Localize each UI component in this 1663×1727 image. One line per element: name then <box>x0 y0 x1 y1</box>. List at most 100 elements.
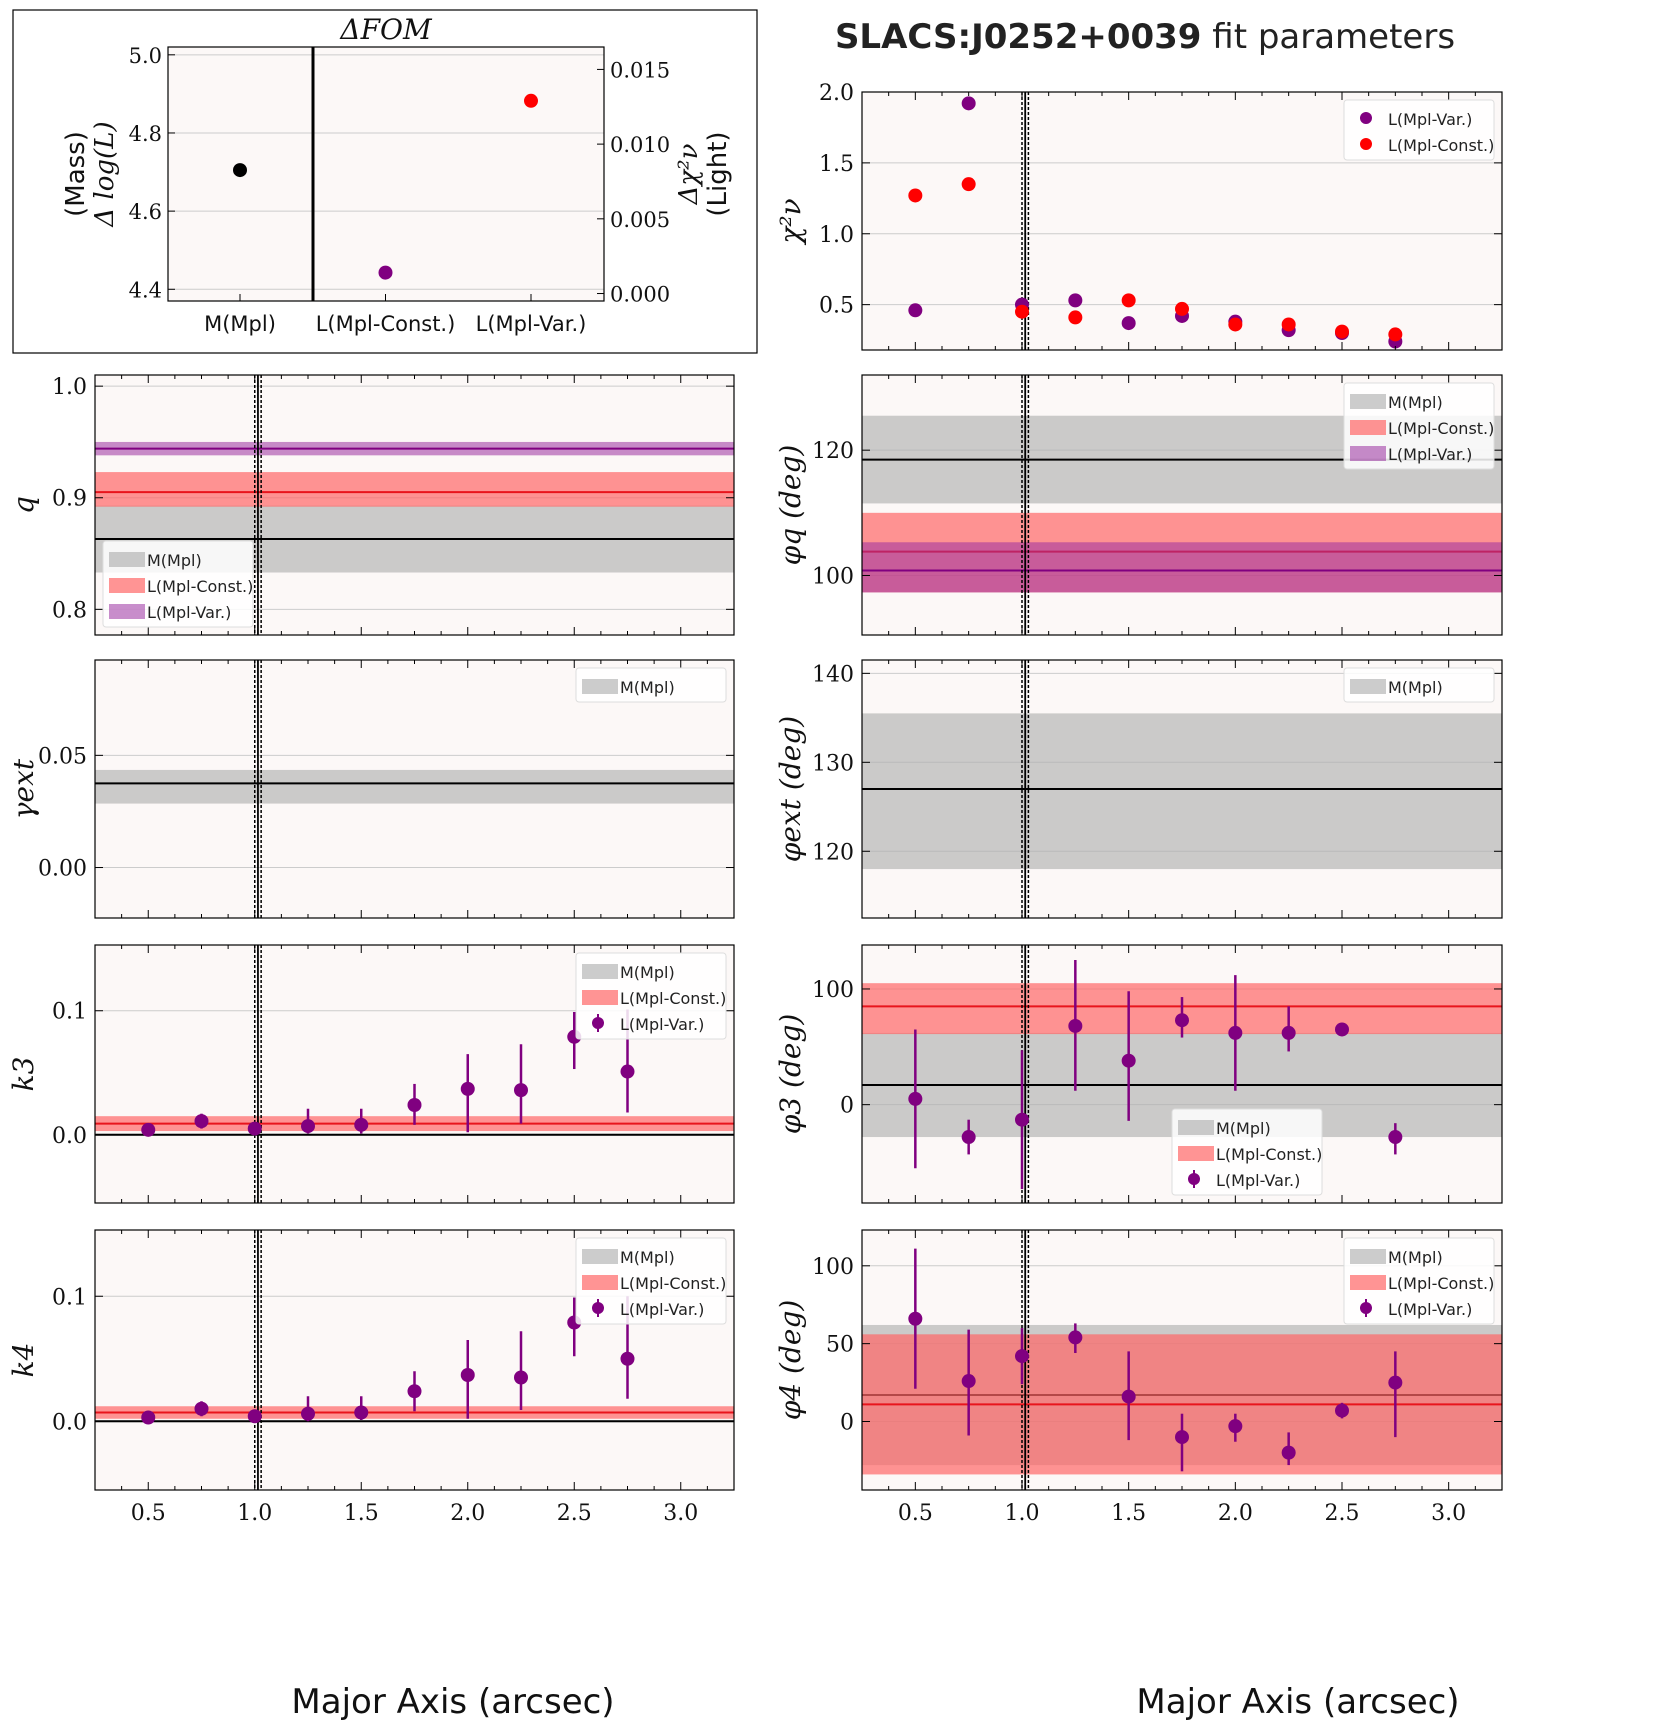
y-tick-label: 2.0 <box>819 81 854 106</box>
y-tick-label: 0.5 <box>819 294 854 319</box>
data-point <box>247 1409 262 1424</box>
y-tick-label: 0.8 <box>52 598 87 623</box>
y-tick-label: 0.0 <box>52 1410 87 1435</box>
y-tick-label: 100 <box>812 564 854 589</box>
data-point <box>1281 1025 1296 1040</box>
data-point <box>908 1091 923 1106</box>
y-tick-label: 1.0 <box>819 223 854 248</box>
y-tick-label: 1.5 <box>819 152 854 177</box>
legend-label: L(Mpl-Var.) <box>1216 1171 1300 1190</box>
y-tick-label-left: 4.8 <box>129 122 162 146</box>
y-tick-label: 100 <box>812 978 854 1003</box>
x-axis-label-left: Major Axis (arcsec) <box>291 1682 614 1722</box>
y-tick-label: 0 <box>840 1094 854 1119</box>
data-point <box>1121 316 1136 331</box>
data-point <box>1228 1025 1243 1040</box>
x-tick-label: 2.5 <box>557 1501 592 1526</box>
legend-label: M(Mpl) <box>1388 1248 1443 1267</box>
legend-swatch <box>109 604 145 619</box>
legend-swatch <box>582 1249 618 1264</box>
legend-label: L(Mpl-Const.) <box>1388 136 1494 155</box>
legend: M(Mpl) L(Mpl-Const.) L(Mpl-Var.) <box>102 540 254 628</box>
legend-label: M(Mpl) <box>1388 393 1443 412</box>
data-point <box>460 1368 475 1382</box>
data-point <box>194 1114 209 1129</box>
x-tick-label: 2.5 <box>1325 1501 1360 1526</box>
x-tick-label: 1.5 <box>1111 1501 1146 1526</box>
panel-k4: 0.5 1.0 1.5 2.0 2.5 3.0 0.0 0.1 k4 M(Mpl) L(Mpl-Co… <box>7 1229 735 1526</box>
y-axis-label: γext <box>7 758 40 819</box>
y-tick-label: 100 <box>812 1255 854 1280</box>
y-tick-label: 0.1 <box>52 1285 87 1310</box>
legend-marker <box>1360 138 1372 150</box>
band-0 <box>862 713 1502 870</box>
legend-label: L(Mpl-Const.) <box>1388 419 1494 438</box>
data-point <box>961 177 976 192</box>
x-tick-label: 0.5 <box>898 1501 933 1526</box>
y-tick-label: 0.00 <box>38 857 87 882</box>
legend-label: L(Mpl-Var.) <box>1388 445 1472 464</box>
x-tick-label: L(Mpl-Var.) <box>476 312 587 336</box>
data-point <box>1015 304 1029 319</box>
panel-chi2: 0.5 1.0 1.5 2.0 χ²ν L(Mpl-Var.) L(Mpl-Const.) <box>774 81 1503 351</box>
y-axis-label: φq (deg) <box>774 445 807 566</box>
legend-swatch <box>582 679 618 694</box>
band-0 <box>95 769 734 804</box>
y-axis-label-left: Δ log(L) <box>90 121 120 227</box>
band-1 <box>95 472 734 507</box>
data-point <box>354 1405 369 1420</box>
legend-swatch <box>1350 394 1386 409</box>
y-tick-label-left: 4.6 <box>129 200 162 224</box>
data-point <box>514 1083 528 1098</box>
legend-label: M(Mpl) <box>1216 1119 1271 1138</box>
legend: M(Mpl) L(Mpl-Const.) L(Mpl-Var.) <box>1343 1237 1495 1325</box>
data-point <box>1388 327 1403 342</box>
legend-label: M(Mpl) <box>1388 678 1443 697</box>
legend: L(Mpl-Var.) L(Mpl-Const.) <box>1343 99 1495 161</box>
data-point <box>1015 1349 1029 1364</box>
data-point <box>961 1130 976 1145</box>
data-point <box>141 1122 156 1137</box>
y-tick-label-left: 5.0 <box>129 44 162 68</box>
legend-swatch <box>109 552 145 567</box>
legend-swatch <box>582 1275 618 1290</box>
legend-swatch <box>1350 1249 1386 1264</box>
data-point <box>1175 1430 1189 1445</box>
y-axis-label: k3 <box>7 1057 40 1092</box>
legend-box <box>1343 99 1495 161</box>
y-tick-label: 50 <box>826 1333 854 1358</box>
data-point <box>247 1121 262 1136</box>
data-point <box>194 1401 209 1416</box>
x-axis-label-right: Major Axis (arcsec) <box>1136 1682 1459 1722</box>
legend-swatch <box>1178 1146 1214 1161</box>
panel-dfom: 4.4 4.6 4.8 5.0 0.000 0.005 0.010 0.015 M(Mpl) L(… <box>12 9 758 354</box>
legend-swatch <box>1350 1275 1386 1290</box>
data-point <box>1015 1112 1029 1127</box>
data-point <box>1388 1375 1403 1390</box>
data-point <box>378 265 393 280</box>
data-point <box>1175 1013 1189 1028</box>
x-tick-label: 1.0 <box>237 1501 272 1526</box>
legend-label: M(Mpl) <box>620 963 675 982</box>
figure-title: SLACS:J0252+0039 fit parameters <box>835 17 1455 57</box>
legend-swatch <box>1178 1120 1214 1135</box>
band-2 <box>862 542 1502 593</box>
data-point <box>1121 1053 1136 1068</box>
panel-q: 0.8 0.9 1.0 q M(Mpl) L(Mpl-Const.) L(Mpl-Var.) <box>7 374 735 636</box>
y-tick-label: 140 <box>812 662 854 687</box>
data-point <box>1335 324 1349 339</box>
data-point <box>460 1081 475 1096</box>
y-axis-label-right: (Light) <box>703 131 733 216</box>
data-point <box>620 1351 635 1366</box>
legend: M(Mpl) L(Mpl-Const.) L(Mpl-Var.) <box>575 952 727 1040</box>
y-tick-label-right: 0.000 <box>610 283 670 307</box>
x-tick-label: L(Mpl-Const.) <box>316 312 456 336</box>
y-tick-label: 130 <box>812 751 854 776</box>
data-point <box>620 1064 635 1079</box>
legend-label: L(Mpl-Const.) <box>147 577 253 596</box>
y-tick-label-left: 4.4 <box>129 278 162 302</box>
